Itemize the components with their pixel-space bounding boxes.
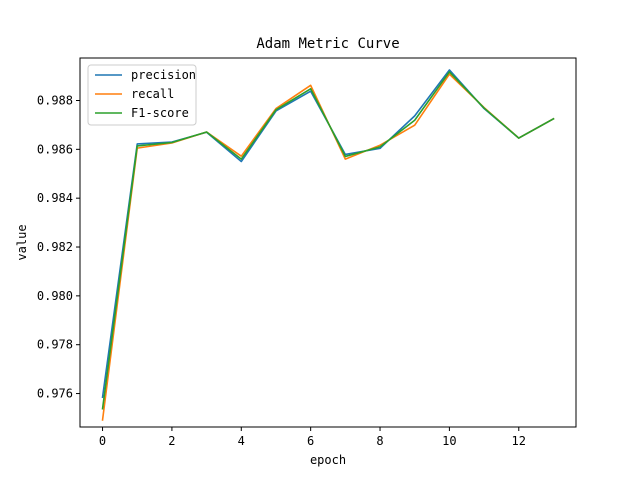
chart-title: Adam Metric Curve	[256, 36, 399, 52]
x-tick-label: 0	[99, 434, 106, 448]
y-tick-label: 0.982	[37, 240, 73, 254]
x-tick-label: 8	[376, 434, 383, 448]
plot-frame	[79, 57, 577, 428]
y-tick-label: 0.986	[37, 142, 73, 156]
axis-ticks: 0 2 4 6 8 10 12 0.976 0.978 0.980 0.982 0.984 0.986 0…	[37, 93, 526, 448]
x-tick-label: 12	[512, 434, 526, 448]
y-tick-label: 0.984	[37, 191, 73, 205]
legend-box	[87, 64, 197, 126]
x-tick-label: 10	[442, 434, 456, 448]
y-tick-label: 0.976	[37, 387, 73, 401]
x-tick-label: 4	[238, 434, 245, 448]
y-tick-label: 0.988	[37, 93, 73, 107]
legend-label-0: precision	[131, 68, 196, 82]
x-tick-label: 2	[168, 434, 175, 448]
x-tick-label: 6	[307, 434, 314, 448]
x-axis-title: epoch	[310, 453, 346, 467]
series-line-2	[101, 71, 555, 410]
y-tick-label: 0.980	[37, 289, 73, 303]
y-axis-title: value	[15, 224, 29, 260]
y-tick-label: 0.978	[37, 338, 73, 352]
legend-label-2: F1-score	[131, 106, 189, 120]
legend: precision recall F1-score	[87, 64, 197, 126]
series-lines	[101, 69, 555, 421]
legend-label-1: recall	[131, 87, 174, 101]
